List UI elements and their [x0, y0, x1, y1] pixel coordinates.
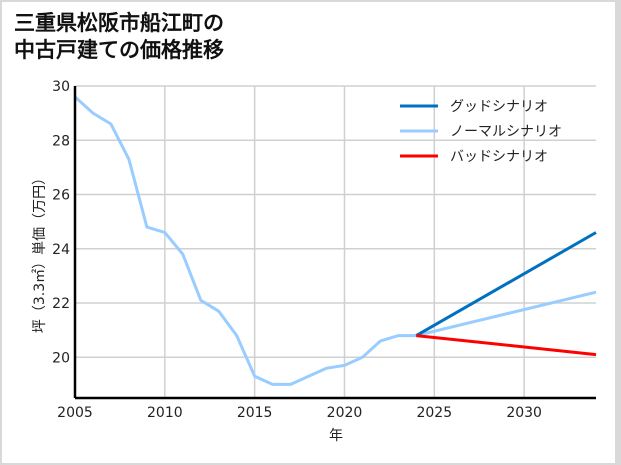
- x-tick-label: 2015: [237, 405, 273, 421]
- chart-card: 三重県松阪市船江町の 中古戸建ての価格推移: [2, 2, 615, 463]
- series-line: [73, 95, 597, 386]
- y-tick-label: 24: [52, 242, 70, 258]
- y-tick-label: 20: [52, 350, 70, 366]
- grid-lines: [74, 85, 596, 398]
- chart-title-line-2: 中古戸建ての価格推移: [14, 38, 224, 62]
- y-tick-label: 28: [52, 133, 70, 149]
- legend-label: バッドシナリオ: [450, 149, 548, 165]
- x-tick-label: 2025: [416, 405, 452, 421]
- x-tick-label: 2030: [506, 405, 542, 421]
- chart-title-line-1: 三重県松阪市船江町の: [14, 11, 224, 35]
- legend-label: グッドシナリオ: [450, 99, 548, 115]
- x-tick-label: 2020: [327, 405, 363, 421]
- series-line: [416, 334, 597, 357]
- tick-labels: 2005 2010 2015 2020 2025 2030 20 22 24 26 28 30: [52, 79, 542, 421]
- x-tick-label: 2005: [57, 405, 93, 421]
- axes: [73, 86, 596, 400]
- y-tick-label: 26: [52, 188, 70, 204]
- data-lines: [73, 95, 597, 386]
- x-tick-label: 2010: [147, 405, 183, 421]
- x-axis-label: 年: [329, 428, 343, 444]
- chart-title: 三重県松阪市船江町の 中古戸建ての価格推移: [14, 10, 224, 64]
- y-axis-label: 坪（3.3㎡）単価（万円）: [32, 171, 48, 333]
- series-line: [415, 231, 597, 337]
- y-tick-label: 22: [52, 296, 70, 312]
- y-tick-label: 30: [52, 79, 70, 95]
- legend-label: ノーマルシナリオ: [450, 124, 562, 140]
